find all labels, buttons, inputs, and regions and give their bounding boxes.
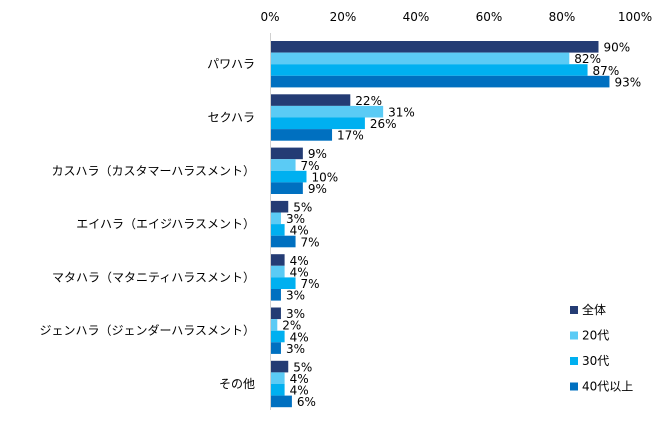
bar [270, 254, 285, 266]
x-tick-label: 0% [260, 10, 279, 24]
data-label: 31% [388, 106, 415, 120]
data-label: 4% [290, 372, 309, 386]
category-label: その他 [219, 377, 255, 391]
data-label: 4% [290, 330, 309, 344]
bar [270, 224, 285, 236]
bar [270, 147, 303, 160]
category-label: カスハラ（カスタマーハラスメント） [51, 164, 255, 178]
data-label: 22% [355, 94, 382, 108]
bar [270, 170, 307, 183]
bar [270, 277, 296, 289]
data-label: 5% [293, 360, 312, 374]
data-label: 87% [593, 64, 620, 78]
bar [270, 52, 570, 65]
data-label: 26% [370, 117, 397, 131]
legend-swatch [570, 306, 578, 314]
bar [270, 360, 289, 373]
x-tick-label: 100% [618, 10, 652, 24]
data-label: 17% [337, 129, 364, 143]
data-label: 6% [297, 395, 316, 409]
category-label: エイハラ（エイジハラスメント） [76, 217, 255, 231]
data-label: 4% [290, 254, 309, 268]
bar [270, 94, 351, 106]
bar [270, 129, 333, 141]
x-tick-label: 20% [330, 10, 357, 24]
bar [270, 330, 285, 343]
category-label: セクハラ [208, 111, 255, 125]
data-label: 4% [290, 224, 309, 238]
bar [270, 395, 292, 408]
legend-label: 40代以上 [582, 380, 633, 394]
category-label: パワハラ [207, 57, 255, 71]
data-label: 90% [604, 41, 631, 55]
data-label: 3% [286, 342, 305, 356]
data-label: 4% [290, 265, 309, 279]
x-tick-label: 80% [549, 10, 576, 24]
bar [270, 41, 599, 53]
category-label: ジェンハラ（ジェンダーハラスメント） [39, 323, 255, 338]
bar [270, 342, 281, 354]
bar [270, 212, 281, 225]
bar [270, 105, 384, 118]
data-label: 82% [574, 52, 601, 66]
data-label: 2% [282, 319, 301, 333]
bar [270, 372, 285, 384]
legend-swatch [570, 382, 578, 391]
category-label: マタハラ（マタニティハラスメント） [52, 270, 255, 284]
bar [270, 289, 281, 301]
legend-label: 20代 [582, 329, 609, 343]
bar [270, 159, 296, 171]
data-label: 5% [293, 201, 312, 215]
data-label: 7% [301, 235, 320, 249]
bar [270, 307, 281, 320]
legend-swatch [570, 357, 578, 365]
data-label: 9% [308, 182, 327, 196]
x-tick-label: 40% [403, 10, 430, 24]
bar [270, 265, 285, 278]
data-label: 10% [312, 170, 339, 184]
bar [270, 235, 296, 248]
legend-swatch [570, 331, 578, 340]
x-tick-label: 60% [476, 10, 503, 24]
bar [270, 64, 588, 76]
data-label: 3% [286, 289, 305, 303]
data-label: 93% [614, 75, 641, 89]
legend-label: 全体 [582, 302, 606, 317]
data-label: 3% [286, 307, 305, 321]
bar [270, 319, 278, 331]
data-label: 7% [301, 277, 320, 291]
data-label: 7% [301, 159, 320, 173]
bar [270, 384, 285, 396]
bar [270, 200, 289, 213]
bar [270, 117, 365, 130]
legend-label: 30代 [582, 354, 609, 368]
data-label: 9% [308, 147, 327, 161]
bar [270, 182, 303, 194]
data-label: 4% [290, 384, 309, 398]
data-label: 3% [286, 212, 305, 226]
bar [270, 75, 610, 88]
